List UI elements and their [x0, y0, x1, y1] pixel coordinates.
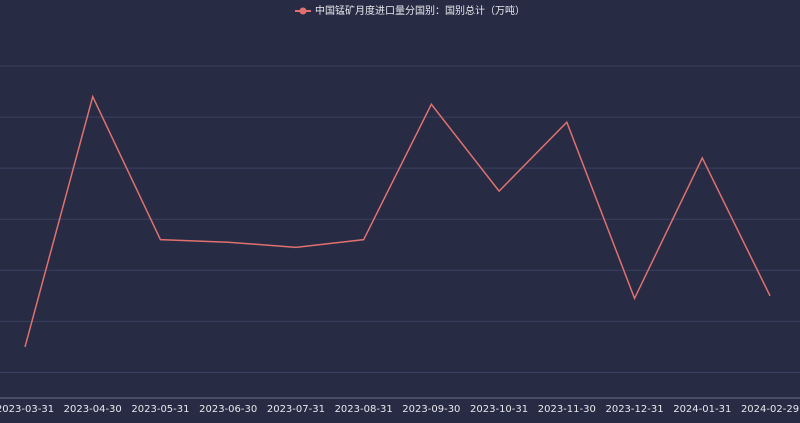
x-tick-label: 2023-06-30	[199, 404, 257, 415]
x-tick-label: 2023-05-31	[131, 404, 189, 415]
x-tick-label: 2023-12-31	[605, 404, 663, 415]
legend-label: 中国锰矿月度进口量分国别：国别总计（万吨）	[315, 4, 525, 17]
x-tick-label: 2023-04-30	[64, 404, 122, 415]
line	[24, 94, 771, 348]
x-tick-label: 2023-10-31	[470, 404, 528, 415]
x-tick-label: 2024-02-29	[741, 404, 799, 415]
x-tick-label: 2023-09-30	[402, 404, 460, 415]
x-tick-label: 2023-07-31	[267, 404, 325, 415]
x-tick-label: 2023-03-31	[0, 404, 54, 415]
x-tick-label: 2023-11-30	[538, 404, 596, 415]
legend-marker	[299, 7, 307, 15]
x-tick-label: 2024-01-31	[673, 404, 731, 415]
x-tick-label: 2023-08-31	[335, 404, 393, 415]
